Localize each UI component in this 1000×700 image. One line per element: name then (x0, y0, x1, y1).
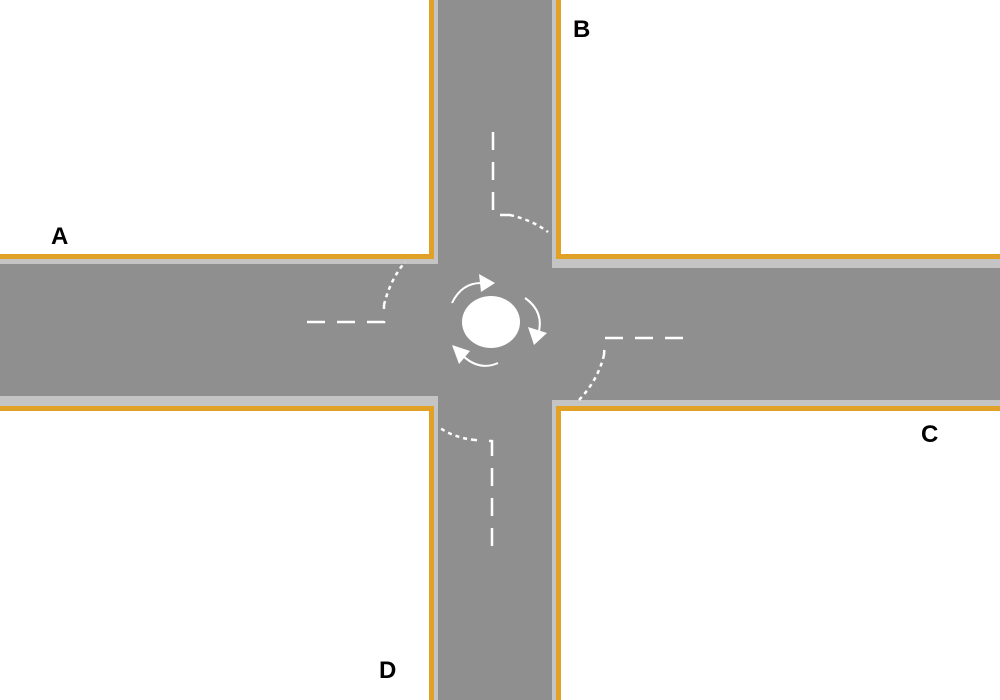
label-c: C (921, 421, 939, 448)
central-island (462, 296, 520, 348)
lane-line-north (491, 132, 510, 217)
label-d: D (379, 657, 397, 684)
give-way-west (382, 261, 406, 306)
label-a: A (51, 223, 69, 250)
corner-fillets (420, 264, 570, 400)
give-way-east (578, 354, 606, 401)
lane-line-south (474, 438, 494, 546)
lane-line-east (602, 336, 683, 356)
lane-line-west (307, 305, 386, 324)
arrowheads (452, 274, 547, 364)
give-way-north (509, 213, 549, 234)
arrowhead-right-icon (528, 327, 547, 345)
road-east (560, 268, 1000, 400)
arrowhead-bottom-icon (452, 345, 470, 364)
arrow-top-icon (451, 281, 484, 304)
give-way-south (439, 426, 476, 442)
arrowhead-top-icon (479, 274, 495, 292)
lane-markings (307, 132, 683, 546)
road-west (0, 264, 420, 396)
label-b: B (573, 16, 591, 43)
